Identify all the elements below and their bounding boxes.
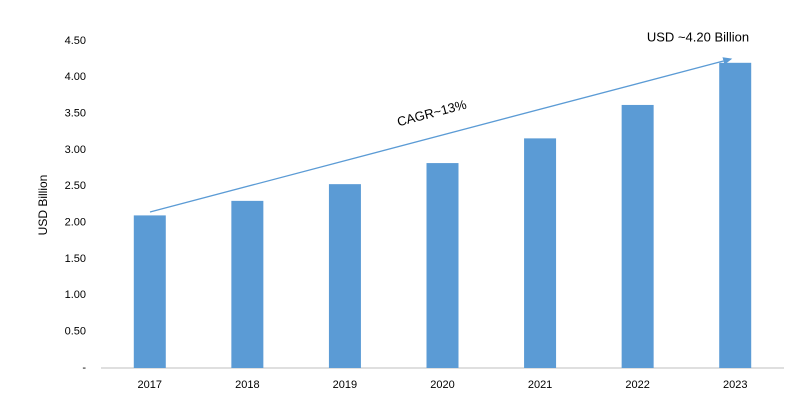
x-tick-label: 2019 <box>333 379 357 391</box>
x-tick-label: 2022 <box>625 379 649 391</box>
cagr-annotation: CAGR~13% <box>395 97 468 130</box>
bar <box>719 62 752 369</box>
x-tick-label: 2020 <box>430 379 454 391</box>
bar <box>328 184 361 368</box>
y-tick-label: 3.00 <box>65 144 86 156</box>
x-tick-label: 2021 <box>528 379 552 391</box>
bar <box>621 104 654 369</box>
y-tick-label: 0.50 <box>65 326 86 338</box>
bar <box>133 215 166 368</box>
y-tick-label: 2.00 <box>65 217 86 229</box>
y-tick-label: 1.50 <box>65 253 86 265</box>
x-tick-label: 2017 <box>138 379 162 391</box>
y-tick-label: 3.50 <box>65 108 86 120</box>
y-tick-label: 4.50 <box>65 35 86 47</box>
y-tick-label: 2.50 <box>65 180 86 192</box>
y-tick-label: 1.00 <box>65 289 86 301</box>
y-tick-label: - <box>82 362 86 374</box>
x-tick-label: 2023 <box>723 379 747 391</box>
bar <box>426 163 459 368</box>
x-tick-label: 2018 <box>235 379 259 391</box>
bar <box>524 138 557 368</box>
bar <box>231 200 264 368</box>
end-annotation: USD ~4.20 Billion <box>647 29 749 44</box>
y-tick-label: 4.00 <box>65 71 86 83</box>
cagr-arrow <box>149 57 733 213</box>
y-axis-label: USD Billion <box>36 175 50 236</box>
